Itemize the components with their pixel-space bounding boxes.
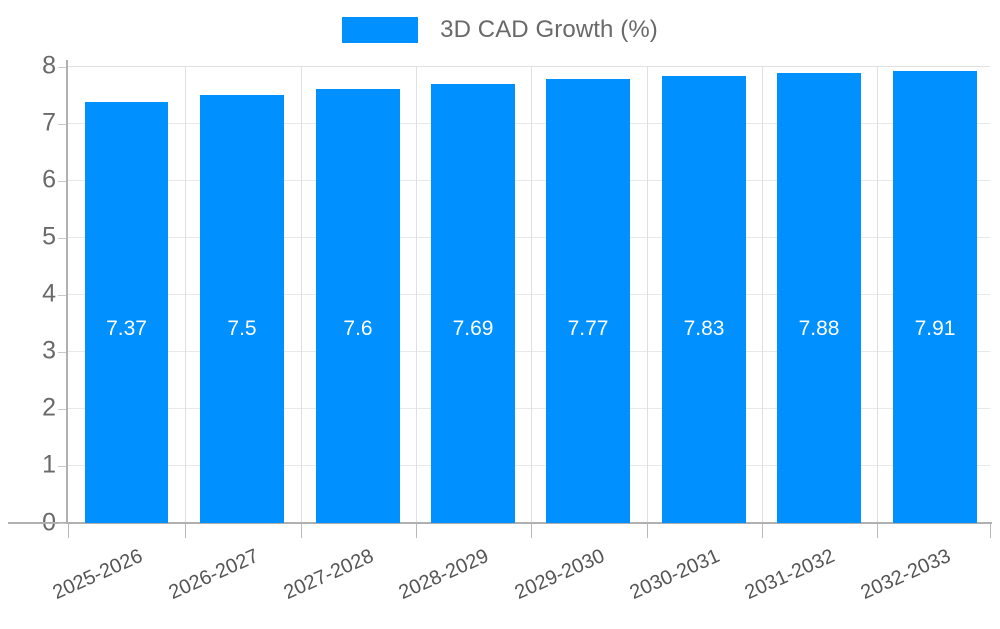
y-tick-mark-7 xyxy=(58,124,66,125)
gridline-3 xyxy=(66,351,990,352)
gridline-1 xyxy=(66,465,990,466)
category-separator-6 xyxy=(762,66,763,523)
category-separator-2 xyxy=(301,66,302,523)
y-axis-line xyxy=(66,60,68,523)
x-tick-mark-6 xyxy=(762,524,763,538)
bar-value-label: 7.83 xyxy=(683,317,725,340)
x-tick-mark-0 xyxy=(68,524,69,538)
bar-value-label: 7.91 xyxy=(914,317,956,340)
x-tick-mark-1 xyxy=(185,524,186,538)
y-axis-tick-labels: 0 1 2 3 4 5 6 7 8 xyxy=(0,0,56,600)
bar-value-label: 7.77 xyxy=(567,317,609,340)
bar-value-label: 7.69 xyxy=(452,317,494,340)
y-tick-mark-2 xyxy=(58,409,66,410)
y-tick-label-8: 8 xyxy=(42,51,56,80)
bar-chart: 3D CAD Growth (%) 0 1 2 3 4 5 6 7 8 xyxy=(0,0,1000,604)
x-tick-mark-7 xyxy=(877,524,878,538)
y-tick-mark-0 xyxy=(58,523,66,524)
bar-value-label: 7.5 xyxy=(227,317,257,340)
gridline-2 xyxy=(66,408,990,409)
y-tick-mark-4 xyxy=(58,295,66,296)
gridline-4 xyxy=(66,294,990,295)
category-separator-3 xyxy=(416,66,417,523)
y-tick-label-2: 2 xyxy=(42,393,56,422)
bar-2032-2033[interactable]: 7.91 xyxy=(893,71,977,523)
category-separator-7 xyxy=(877,66,878,523)
y-tick-label-3: 3 xyxy=(42,336,56,365)
bar-2027-2028[interactable]: 7.6 xyxy=(316,89,400,523)
y-tick-mark-6 xyxy=(58,181,66,182)
legend-color-swatch-icon xyxy=(342,17,419,43)
x-tick-mark-3 xyxy=(416,524,417,538)
y-tick-mark-5 xyxy=(58,238,66,239)
x-tick-mark-2 xyxy=(301,524,302,538)
y-tick-mark-3 xyxy=(58,352,66,353)
x-tick-mark-5 xyxy=(647,524,648,538)
bar-2029-2030[interactable]: 7.77 xyxy=(546,79,630,523)
x-axis-line xyxy=(8,522,992,524)
y-tick-label-4: 4 xyxy=(42,279,56,308)
legend-item-label: 3D CAD Growth (%) xyxy=(440,16,658,43)
x-tick-mark-4 xyxy=(531,524,532,538)
bar-value-label: 7.88 xyxy=(798,317,840,340)
y-tick-mark-8 xyxy=(58,67,66,68)
x-tick-mark-8 xyxy=(990,524,991,538)
gridline-7 xyxy=(66,123,990,124)
y-tick-label-5: 5 xyxy=(42,222,56,251)
bar-2026-2027[interactable]: 7.5 xyxy=(200,95,284,523)
y-tick-label-6: 6 xyxy=(42,165,56,194)
bar-2025-2026[interactable]: 7.37 xyxy=(85,102,168,523)
bars-layer: 7.37 7.5 7.6 7.69 7.77 7.83 7.88 7.91 xyxy=(85,71,977,523)
bar-2028-2029[interactable]: 7.69 xyxy=(431,84,515,523)
gridline-5 xyxy=(66,237,990,238)
bar-value-label: 7.6 xyxy=(343,317,373,340)
y-tick-label-1: 1 xyxy=(42,450,56,479)
plot-area xyxy=(66,66,990,523)
gridline-6 xyxy=(66,180,990,181)
legend-item-3d-cad-growth[interactable]: 3D CAD Growth (%) xyxy=(342,16,658,44)
x-axis-category-labels: 2025-2026 2026-2027 2027-2028 2028-2029 … xyxy=(50,545,954,604)
category-separator-4 xyxy=(531,66,532,523)
category-separator-5 xyxy=(647,66,648,523)
gridline-8 xyxy=(66,66,990,67)
bar-2030-2031[interactable]: 7.83 xyxy=(662,76,746,523)
category-separator-1 xyxy=(185,66,186,523)
y-tick-mark-1 xyxy=(58,466,66,467)
bar-2031-2032[interactable]: 7.88 xyxy=(777,73,861,523)
y-tick-label-7: 7 xyxy=(42,108,56,137)
chart-legend: 3D CAD Growth (%) xyxy=(0,14,1000,46)
bar-value-label: 7.37 xyxy=(106,317,147,340)
